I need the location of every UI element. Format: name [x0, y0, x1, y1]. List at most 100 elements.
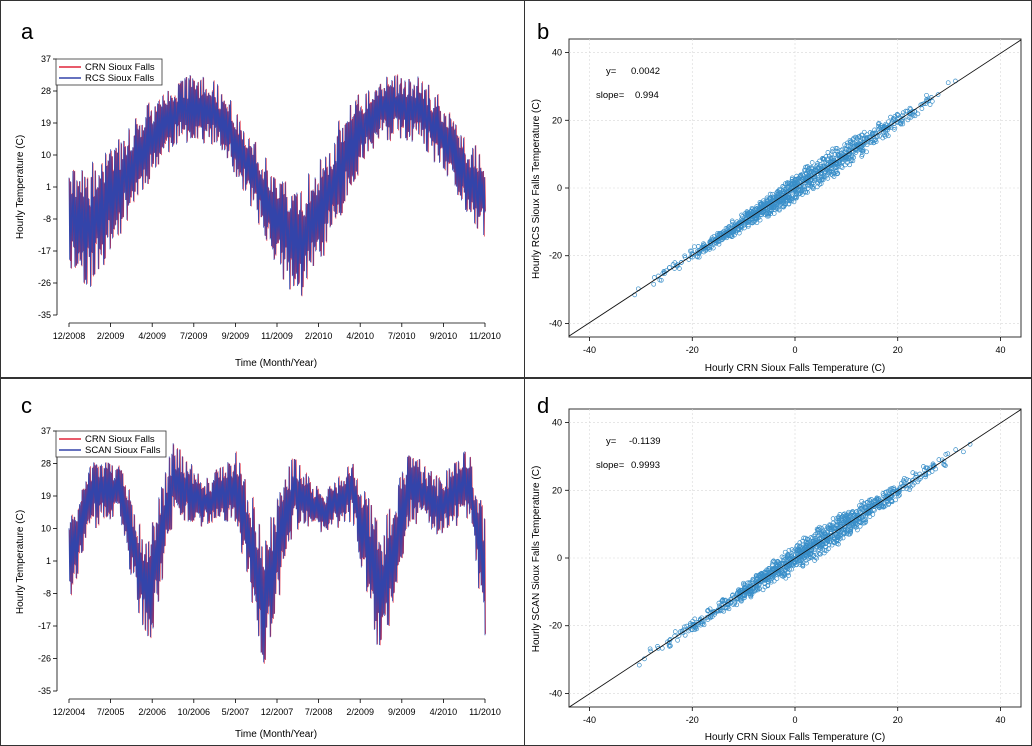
scatter-point [818, 181, 824, 186]
scatter-point [839, 165, 845, 170]
y-axis-label: Hourly RCS Sioux Falls Temperature (C) [531, 99, 542, 279]
y-tick-label: 20 [552, 115, 562, 125]
x-tick-label: 4/2009 [138, 331, 166, 341]
panel-letter: c [21, 393, 32, 418]
scatter-point [766, 566, 772, 571]
scatter-point [868, 509, 873, 515]
scatter-point [756, 206, 762, 211]
scatter-point [789, 547, 795, 552]
scatter-point [797, 562, 803, 567]
scatter-point [776, 201, 781, 206]
x-tick-label: 12/2004 [53, 707, 86, 717]
x-axis: -40 -20 0 20 40 [583, 707, 1005, 725]
x-tick-label: -40 [583, 715, 596, 725]
scatter-point [887, 493, 893, 499]
scatter-point [850, 158, 856, 164]
scatter-point [879, 498, 885, 504]
scatter-point [723, 605, 729, 611]
scatter-point [853, 521, 858, 527]
scatter-point [903, 108, 909, 114]
x-tick-label: 9/2010 [430, 331, 458, 341]
scatter-point [784, 190, 790, 196]
scatter-point [839, 154, 845, 160]
scatter-point [931, 464, 936, 470]
scatter-point [857, 503, 862, 508]
scatter-point [802, 167, 807, 173]
scatter-point [809, 180, 815, 186]
scatter-point [766, 567, 772, 573]
scatter-point [748, 208, 754, 214]
scatter-point [825, 176, 831, 181]
x-tick-label: -20 [686, 715, 699, 725]
scatter-point [799, 187, 805, 192]
scatter-point [890, 489, 895, 494]
scatter-point [734, 591, 740, 596]
scatter-point [830, 155, 836, 161]
scatter-point [733, 228, 738, 234]
scatter-point [677, 266, 682, 271]
scatter-point [794, 543, 800, 548]
intercept-value: 0.0042 [631, 66, 660, 77]
scatter-point [687, 248, 693, 254]
scatter-point [742, 220, 748, 226]
scatter-point [786, 201, 792, 207]
scatter-point [844, 531, 850, 537]
x-tick-label: 0 [792, 715, 797, 725]
scatter-point [870, 512, 876, 517]
scatter-point [789, 553, 795, 558]
x-tick-label: 7/2005 [97, 707, 125, 717]
scatter-point [749, 205, 755, 211]
scatter-point [846, 531, 852, 537]
scatter-point [902, 475, 907, 481]
scatter-point [892, 116, 897, 122]
scatter-point [754, 206, 760, 212]
slope-value: 0.9993 [631, 460, 660, 471]
scatter-point [662, 271, 667, 277]
scatter-point [924, 465, 929, 471]
scatter-point [775, 189, 781, 194]
scatter-point [843, 155, 848, 160]
scatter-point [815, 536, 820, 542]
legend: CRN Sioux Falls SCAN Sioux Falls [55, 430, 167, 458]
scatter-point [843, 515, 849, 521]
scatter-point [717, 604, 723, 610]
scatter-point [836, 161, 842, 166]
scatter-point [726, 224, 732, 229]
scatter-point [829, 149, 835, 154]
scatter-point [897, 492, 902, 498]
scatter-point [770, 194, 776, 200]
scatter-point [910, 470, 916, 475]
time-series-chart-c: -35 -26 -17 -8 1 10 19 28 37 12/2004 7/2005 2/2006… [15, 426, 501, 740]
scatter-point [802, 186, 808, 192]
x-tick-label: 40 [995, 715, 1005, 725]
scatter-point [901, 479, 907, 485]
scatter-point [651, 281, 657, 287]
scatter-point [924, 92, 929, 98]
scatter-point [872, 497, 878, 503]
scatter-point [742, 582, 748, 588]
scatter-point [844, 142, 850, 148]
scatter-point [821, 550, 827, 556]
legend-box [55, 430, 167, 458]
scatter-point [846, 509, 851, 515]
legend: CRN Sioux Falls RCS Sioux Falls [55, 58, 163, 86]
scatter-point [905, 117, 911, 123]
y-tick-label: -26 [38, 654, 51, 664]
scatter-point [888, 114, 893, 120]
scatter-point [805, 539, 811, 545]
scatter-point [825, 529, 831, 535]
legend-entry: RCS Sioux Falls [85, 73, 154, 84]
scatter-point [715, 230, 721, 236]
scatter-point [896, 493, 901, 499]
scatter-point [686, 626, 691, 632]
scatter-point [889, 498, 894, 504]
scatter-point [836, 541, 841, 547]
y-tick-label: -20 [549, 621, 562, 631]
scatter-point [762, 570, 768, 575]
scatter-point [701, 622, 707, 628]
scatter-point [826, 536, 832, 542]
y-tick-label: 37 [41, 54, 51, 64]
scatter-point [734, 602, 740, 608]
x-tick-label: 9/2009 [388, 707, 416, 717]
scatter-point [832, 151, 838, 157]
